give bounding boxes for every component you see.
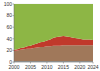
y-tick: [13, 62, 15, 63]
y-tick-label: 20: [6, 47, 12, 53]
y-tick: [13, 15, 15, 16]
x-tick-label: 2005: [25, 64, 36, 70]
area: [14, 4, 93, 50]
x-axis-line: [14, 62, 93, 63]
y-axis-line: [14, 4, 15, 62]
y-tick-label: 60: [6, 24, 12, 30]
y-tick: [13, 50, 15, 51]
x-tick-label: 2024: [87, 64, 98, 70]
x-tick-label: 2015: [58, 64, 69, 70]
y-tick-label: 100: [4, 1, 13, 7]
grid: [14, 4, 93, 62]
x-tick-label: 2010: [41, 64, 52, 70]
x-tick-label: 2000: [8, 64, 19, 70]
chart: 020406080100200020052010201520202024: [0, 0, 100, 71]
axes: 020406080100200020052010201520202024: [4, 1, 99, 70]
y-tick: [13, 27, 15, 28]
y-tick: [13, 4, 15, 5]
grid-line: [14, 62, 93, 63]
areas: [14, 4, 93, 62]
x-tick-label: 2020: [74, 64, 85, 70]
y-tick: [13, 38, 15, 39]
y-tick-label: 40: [6, 36, 12, 42]
y-tick-label: 80: [6, 12, 12, 18]
